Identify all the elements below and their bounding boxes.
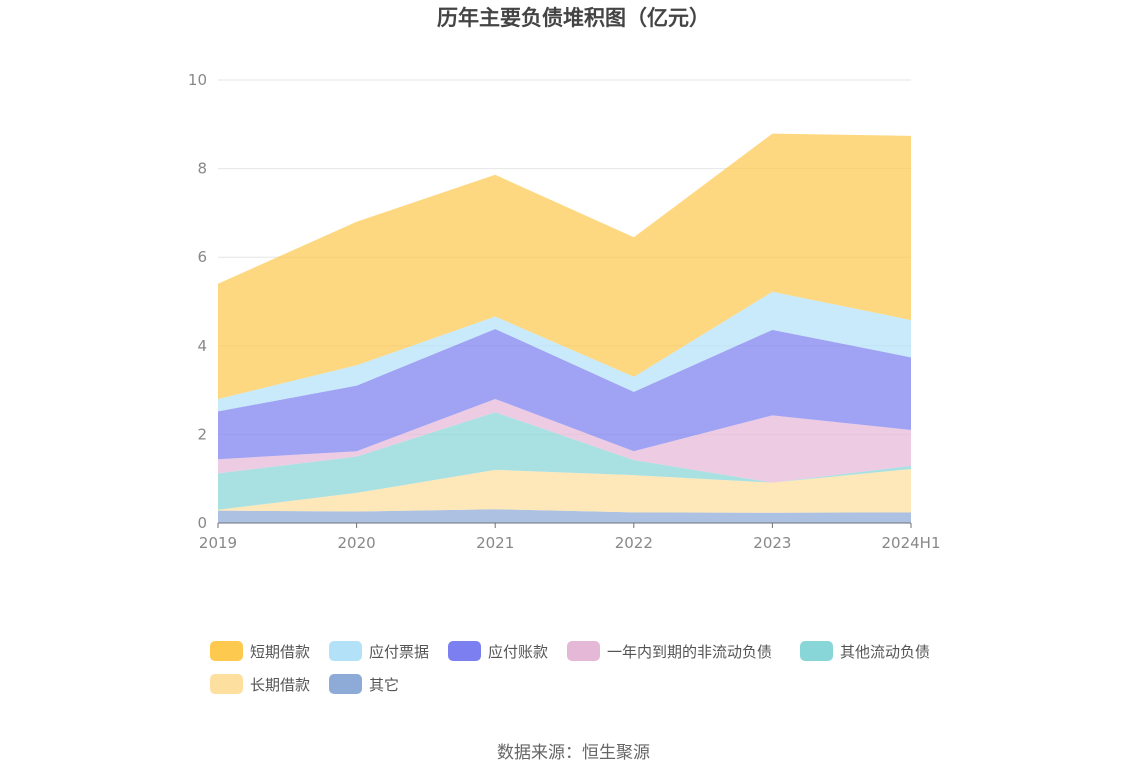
legend-label: 一年内到期的非流动负债	[607, 642, 773, 661]
legend-item-short-term-loans[interactable]: 短期借款	[210, 638, 310, 664]
legend-swatch	[329, 674, 362, 694]
legend-swatch	[329, 641, 362, 661]
legend-item-current-portion-noncurrent[interactable]: 一年内到期的非流动负债	[567, 638, 772, 664]
x-tick-label: 2022	[615, 534, 653, 552]
x-tick-label: 2024H1	[882, 534, 941, 552]
legend-swatch	[567, 641, 600, 661]
y-tick-label: 10	[188, 71, 207, 89]
y-tick-label: 8	[197, 160, 207, 178]
y-axis-ticks: 0 2 4 6 8 10	[188, 71, 207, 532]
area-series-长期借款	[218, 468, 911, 513]
legend-swatch	[210, 674, 243, 694]
x-tick-label: 2021	[476, 534, 514, 552]
y-tick-label: 4	[197, 337, 207, 355]
area-series-应付账款	[218, 328, 911, 460]
y-tick-label: 0	[197, 514, 207, 532]
legend-label: 其他流动负债	[840, 642, 931, 661]
y-tick-label: 6	[197, 248, 207, 266]
x-tick-label: 2019	[199, 534, 237, 552]
legend-label: 其它	[369, 675, 400, 694]
area-series-短期借款	[218, 133, 911, 399]
area-series-一年内到期的非流动负债	[218, 398, 911, 483]
legend-swatch	[210, 641, 243, 661]
legend-item-other-current-liabilities[interactable]: 其他流动负债	[800, 638, 930, 664]
area-series-其它	[218, 509, 911, 523]
legend-swatch	[448, 641, 481, 661]
x-axis-ticks: 2019 2020 2021 2022 2023 2024H1	[199, 534, 941, 552]
legend-item-long-term-loans[interactable]: 长期借款	[210, 671, 310, 697]
legend-label: 应付账款	[488, 642, 549, 661]
legend-label: 应付票据	[369, 642, 430, 661]
area-series-应付票据	[218, 291, 911, 412]
legend-item-notes-payable[interactable]: 应付票据	[329, 638, 429, 664]
area-series	[218, 133, 911, 523]
chart-title: 历年主要负债堆积图（亿元）	[437, 6, 710, 30]
legend-label: 长期借款	[250, 675, 311, 694]
x-tick-label: 2020	[338, 534, 376, 552]
data-source: 数据来源：恒生聚源	[497, 743, 650, 763]
legend-label: 短期借款	[250, 642, 311, 661]
area-series-其他流动负债	[218, 412, 911, 510]
legend-item-other[interactable]: 其它	[329, 671, 399, 697]
x-tick-label: 2023	[753, 534, 791, 552]
legend-item-accounts-payable[interactable]: 应付账款	[448, 638, 548, 664]
y-tick-label: 2	[197, 425, 207, 443]
x-axis	[217, 522, 912, 528]
legend-swatch	[800, 641, 833, 661]
